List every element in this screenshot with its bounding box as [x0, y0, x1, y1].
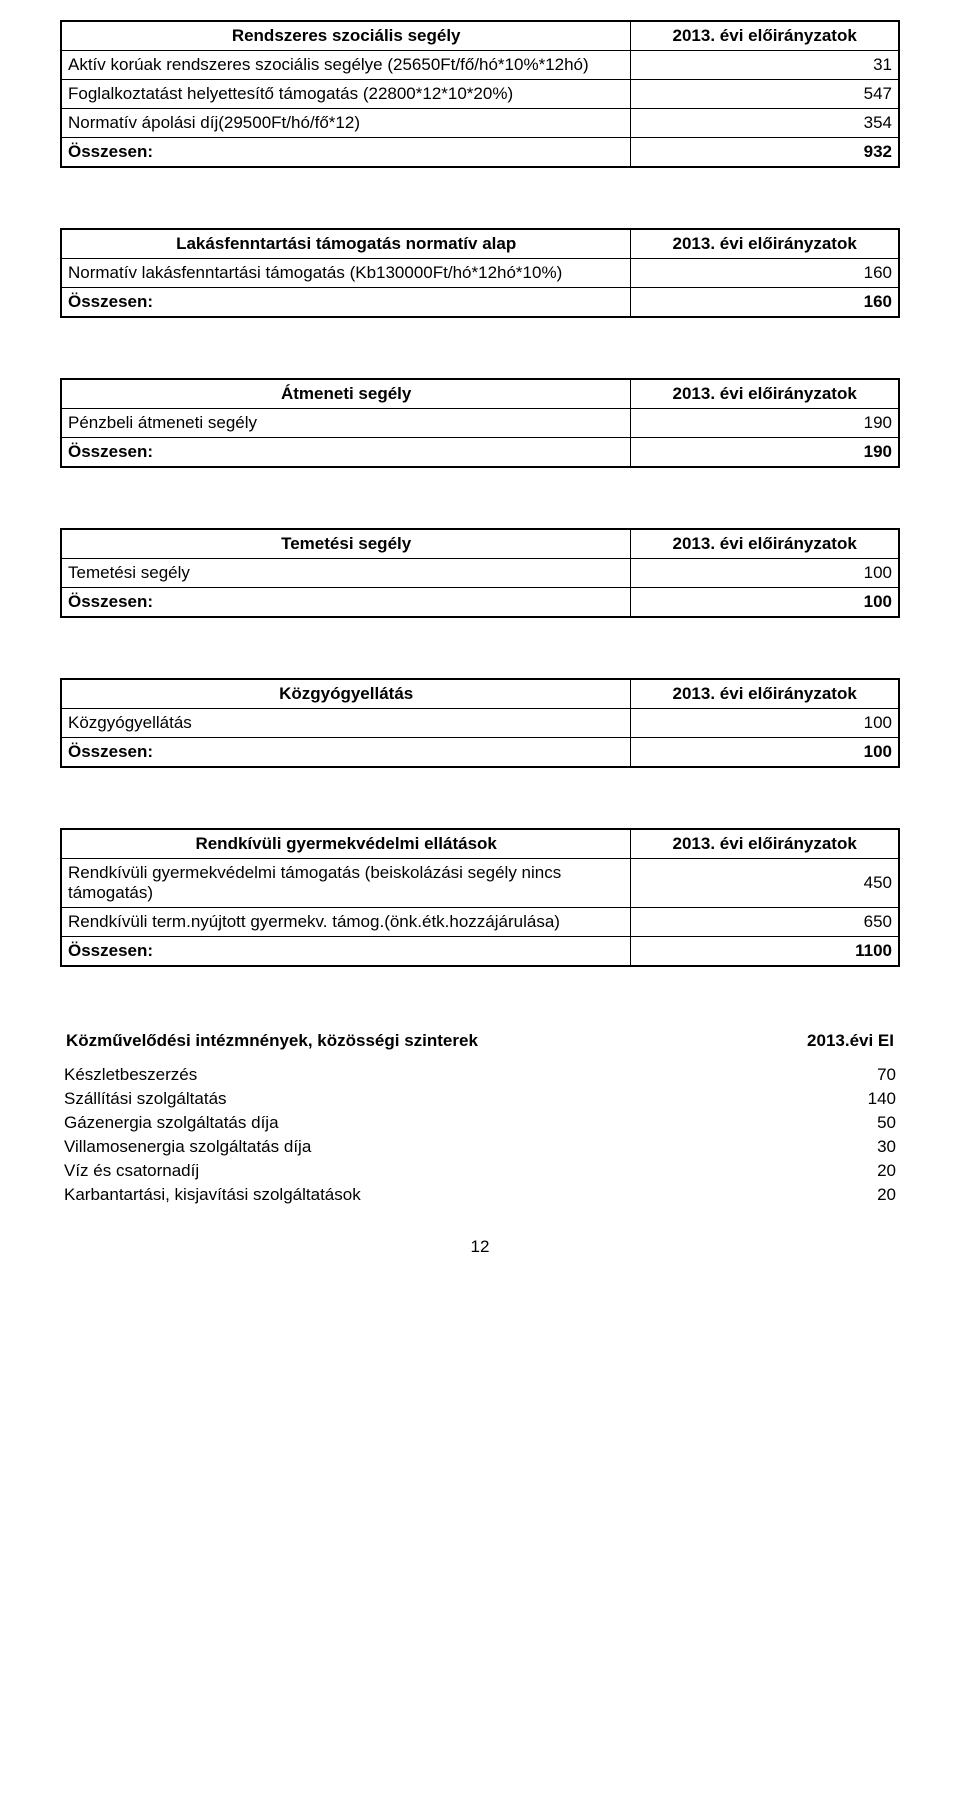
block-head: Közművelődési intézmnények, közösségi sz…: [60, 1027, 900, 1055]
total-value: 1100: [631, 937, 899, 967]
row-value: 140: [631, 1087, 900, 1111]
table-title: Átmeneti segély: [61, 379, 631, 409]
row-value: 547: [631, 80, 899, 109]
table-lakasfenntartasi: Lakásfenntartási támogatás normatív alap…: [60, 228, 900, 318]
table-head-right: 2013. évi előirányzatok: [631, 229, 899, 259]
table-row: Szállítási szolgáltatás 140: [60, 1087, 900, 1111]
table-row: Normatív lakásfenntartási támogatás (Kb1…: [61, 259, 899, 288]
total-value: 190: [631, 438, 899, 468]
row-label: Villamosenergia szolgáltatás díja: [60, 1135, 631, 1159]
table-total-row: Összesen: 100: [61, 588, 899, 618]
total-label: Összesen:: [61, 138, 631, 168]
row-value: 70: [631, 1063, 900, 1087]
page-number: 12: [60, 1237, 900, 1257]
table-title: Rendszeres szociális segély: [61, 21, 631, 51]
table-head-right: 2013. évi előirányzatok: [631, 529, 899, 559]
row-label: Szállítási szolgáltatás: [60, 1087, 631, 1111]
table-row: Rendkívüli gyermekvédelmi támogatás (bei…: [61, 859, 899, 908]
total-label: Összesen:: [61, 588, 631, 618]
table-row: Karbantartási, kisjavítási szolgáltatáso…: [60, 1183, 900, 1207]
row-value: 190: [631, 409, 899, 438]
total-label: Összesen:: [61, 288, 631, 318]
table-head-right: 2013. évi előirányzatok: [631, 829, 899, 859]
table-row: Pénzbeli átmeneti segély 190: [61, 409, 899, 438]
row-label: Pénzbeli átmeneti segély: [61, 409, 631, 438]
block-title: Közművelődési intézmnények, közösségi sz…: [66, 1031, 478, 1051]
table-title: Temetési segély: [61, 529, 631, 559]
row-value: 450: [631, 859, 899, 908]
row-value: 100: [631, 559, 899, 588]
row-label: Temetési segély: [61, 559, 631, 588]
table-row: Készletbeszerzés 70: [60, 1063, 900, 1087]
row-value: 50: [631, 1111, 900, 1135]
row-value: 31: [631, 51, 899, 80]
row-label: Karbantartási, kisjavítási szolgáltatáso…: [60, 1183, 631, 1207]
total-label: Összesen:: [61, 438, 631, 468]
row-label: Foglalkoztatást helyettesítő támogatás (…: [61, 80, 631, 109]
table-title: Közgyógyellátás: [61, 679, 631, 709]
total-value: 100: [631, 588, 899, 618]
table-row: Aktív korúak rendszeres szociális segély…: [61, 51, 899, 80]
row-value: 354: [631, 109, 899, 138]
total-label: Összesen:: [61, 937, 631, 967]
table-head-right: 2013. évi előirányzatok: [631, 21, 899, 51]
table-title: Rendkívüli gyermekvédelmi ellátások: [61, 829, 631, 859]
table-total-row: Összesen: 190: [61, 438, 899, 468]
table-row: Víz és csatornadíj 20: [60, 1159, 900, 1183]
row-value: 650: [631, 908, 899, 937]
block-head-right: 2013.évi EI: [807, 1031, 894, 1051]
table-head-right: 2013. évi előirányzatok: [631, 379, 899, 409]
row-value: 160: [631, 259, 899, 288]
row-label: Normatív ápolási díj(29500Ft/hó/fő*12): [61, 109, 631, 138]
table-row: Temetési segély 100: [61, 559, 899, 588]
table-row: Gázenergia szolgáltatás díja 50: [60, 1111, 900, 1135]
table-total-row: Összesen: 160: [61, 288, 899, 318]
table-row: Rendkívüli term.nyújtott gyermekv. támog…: [61, 908, 899, 937]
table-temetesi-segely: Temetési segély 2013. évi előirányzatok …: [60, 528, 900, 618]
table-row: Foglalkoztatást helyettesítő támogatás (…: [61, 80, 899, 109]
table-row: Közgyógyellátás 100: [61, 709, 899, 738]
page-container: Rendszeres szociális segély 2013. évi el…: [0, 0, 960, 1297]
table-title: Lakásfenntartási támogatás normatív alap: [61, 229, 631, 259]
table-rendszeres-szocialis: Rendszeres szociális segély 2013. évi el…: [60, 20, 900, 168]
row-value: 30: [631, 1135, 900, 1159]
total-value: 100: [631, 738, 899, 768]
row-label: Normatív lakásfenntartási támogatás (Kb1…: [61, 259, 631, 288]
row-label: Készletbeszerzés: [60, 1063, 631, 1087]
plain-table: Készletbeszerzés 70 Szállítási szolgálta…: [60, 1063, 900, 1207]
total-value: 160: [631, 288, 899, 318]
row-label: Rendkívüli gyermekvédelmi támogatás (bei…: [61, 859, 631, 908]
row-label: Rendkívüli term.nyújtott gyermekv. támog…: [61, 908, 631, 937]
row-value: 100: [631, 709, 899, 738]
table-total-row: Összesen: 1100: [61, 937, 899, 967]
table-row: Normatív ápolási díj(29500Ft/hó/fő*12) 3…: [61, 109, 899, 138]
row-label: Gázenergia szolgáltatás díja: [60, 1111, 631, 1135]
row-label: Aktív korúak rendszeres szociális segély…: [61, 51, 631, 80]
table-head-right: 2013. évi előirányzatok: [631, 679, 899, 709]
row-label: Közgyógyellátás: [61, 709, 631, 738]
total-value: 932: [631, 138, 899, 168]
block-kozmuvelodesi: Közművelődési intézmnények, közösségi sz…: [60, 1027, 900, 1207]
table-row: Villamosenergia szolgáltatás díja 30: [60, 1135, 900, 1159]
table-kozgyogyellatas: Közgyógyellátás 2013. évi előirányzatok …: [60, 678, 900, 768]
table-total-row: Összesen: 932: [61, 138, 899, 168]
table-atmeneti-segely: Átmeneti segély 2013. évi előirányzatok …: [60, 378, 900, 468]
table-total-row: Összesen: 100: [61, 738, 899, 768]
row-label: Víz és csatornadíj: [60, 1159, 631, 1183]
row-value: 20: [631, 1159, 900, 1183]
row-value: 20: [631, 1183, 900, 1207]
table-rendkivuli-gyermekvedelmi: Rendkívüli gyermekvédelmi ellátások 2013…: [60, 828, 900, 967]
total-label: Összesen:: [61, 738, 631, 768]
